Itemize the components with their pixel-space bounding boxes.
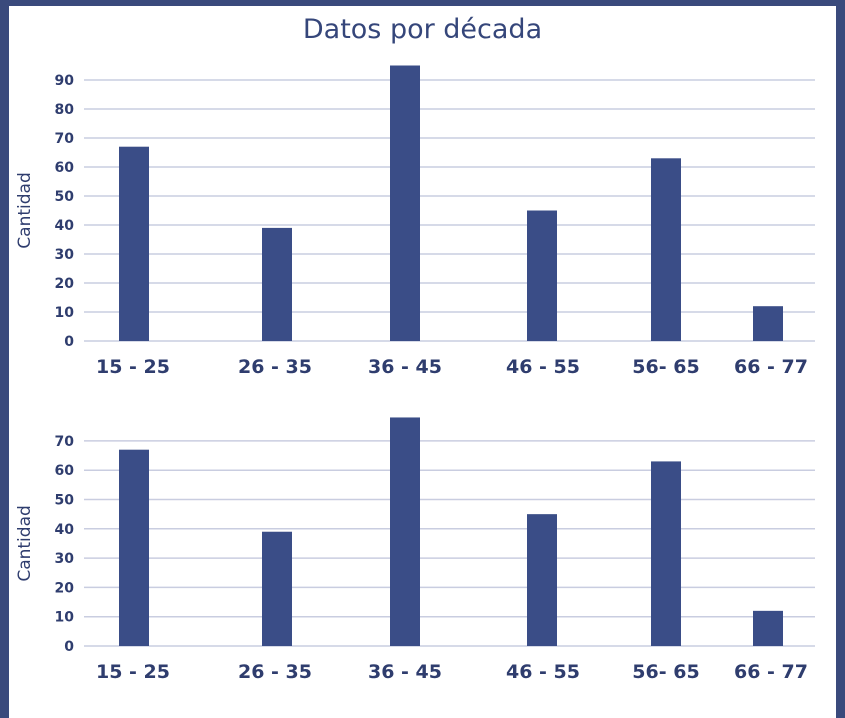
y-tick-label: 40	[55, 218, 75, 234]
bar	[119, 146, 149, 341]
bar	[119, 449, 149, 646]
bar	[390, 417, 420, 646]
bar	[527, 210, 557, 341]
y-tick-label: 80	[55, 102, 75, 118]
y-tick-label: 60	[55, 463, 75, 479]
bar	[527, 514, 557, 646]
y-axis-label: Cantidad	[15, 172, 35, 248]
bar	[753, 306, 783, 341]
x-tick-label: 46 - 55	[506, 356, 580, 378]
x-tick-label: 66 - 77	[734, 661, 808, 683]
bar	[390, 65, 420, 341]
bar	[262, 531, 292, 646]
y-tick-label: 70	[55, 131, 75, 147]
bar	[651, 461, 681, 646]
x-tick-label: 36 - 45	[368, 356, 442, 378]
y-tick-label: 50	[55, 189, 75, 205]
y-tick-label: 90	[55, 73, 75, 89]
bar-chart-bottom: 0 10 20 30 40 50 60 70 15 - 25 26 - 35 36 - 45 46 -…	[15, 417, 815, 683]
y-tick-label: 10	[55, 610, 75, 626]
y-tick-label: 50	[55, 493, 75, 509]
x-tick-label: 15 - 25	[96, 356, 170, 378]
y-axis-label: Cantidad	[15, 505, 35, 581]
bar	[262, 227, 292, 341]
y-tick-label: 70	[55, 434, 75, 450]
y-tick-label: 60	[55, 160, 75, 176]
y-tick-label: 10	[55, 305, 75, 321]
x-tick-label: 66 - 77	[734, 356, 808, 378]
x-tick-label: 56- 65	[632, 356, 699, 378]
y-tick-label: 30	[55, 247, 75, 263]
y-tick-label: 20	[55, 276, 75, 292]
bar	[753, 610, 783, 646]
x-tick-label: 26 - 35	[238, 356, 312, 378]
y-tick-label: 40	[55, 522, 75, 538]
x-tick-label: 15 - 25	[96, 661, 170, 683]
figure-title: Datos por década	[302, 14, 543, 45]
y-tick-label: 0	[64, 334, 74, 350]
y-tick-label: 0	[64, 639, 74, 655]
bar	[651, 158, 681, 341]
x-tick-label: 26 - 35	[238, 661, 312, 683]
y-tick-label: 30	[55, 551, 75, 567]
x-tick-label: 36 - 45	[368, 661, 442, 683]
bar-chart-top: 0 10 20 30 40 50 60 70 80 90 15 - 25 26 - 35 36 - 45…	[15, 65, 815, 378]
x-tick-label: 56- 65	[632, 661, 699, 683]
x-tick-label: 46 - 55	[506, 661, 580, 683]
y-tick-label: 20	[55, 580, 75, 596]
